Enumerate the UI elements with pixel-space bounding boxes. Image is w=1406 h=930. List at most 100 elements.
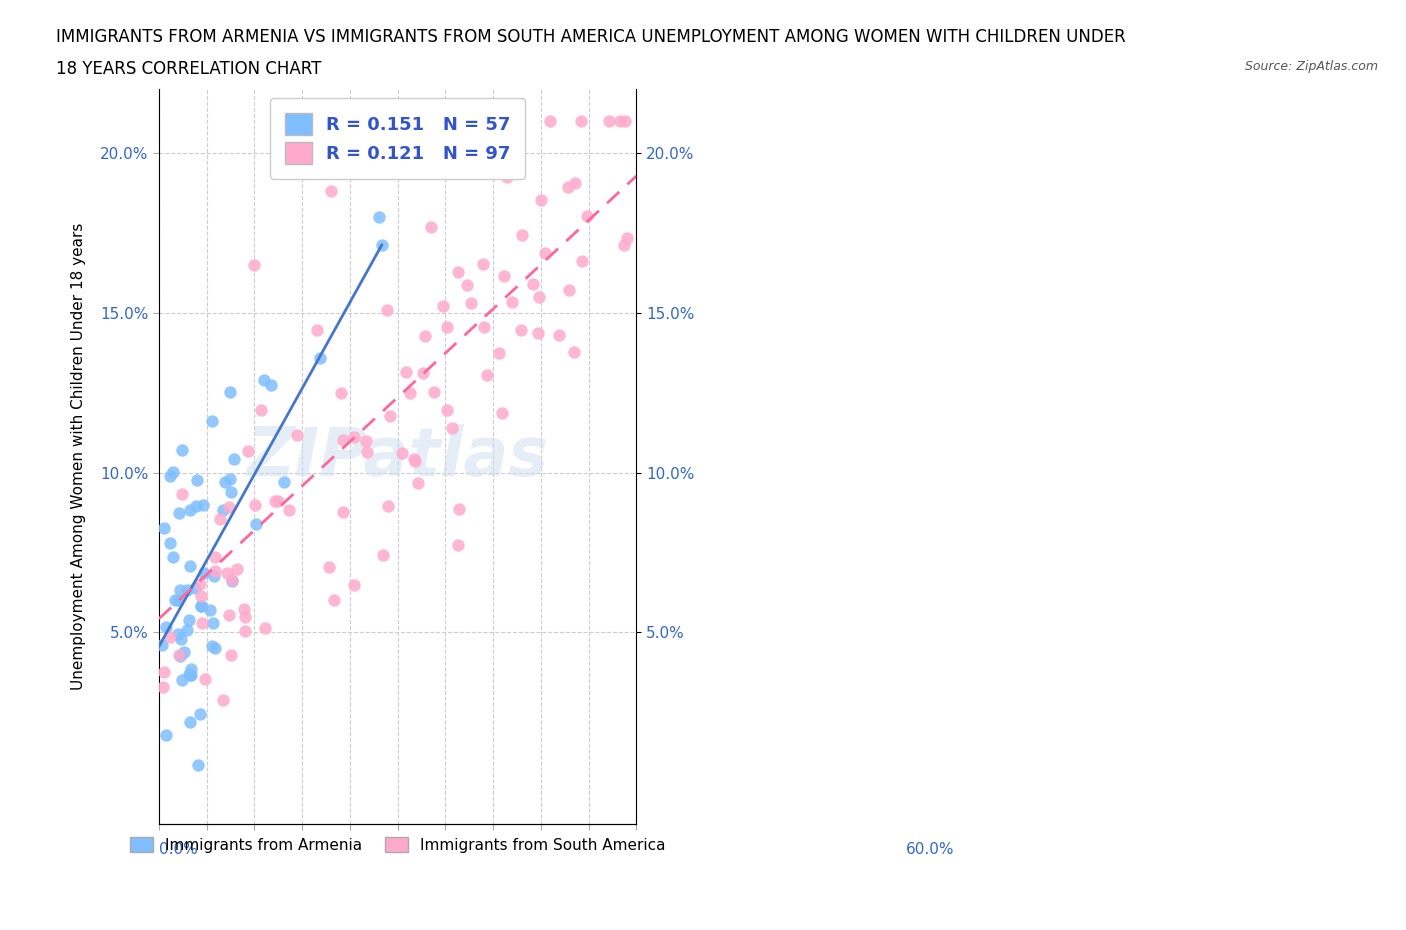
Point (212, 502, 235, 517)
Point (613, 238, 636, 253)
Text: Source: ZipAtlas.com: Source: ZipAtlas.com (1244, 60, 1378, 73)
Text: 0.0%: 0.0% (159, 843, 198, 857)
Point (472, 319, 495, 334)
Point (215, 565, 238, 580)
Point (307, 323, 329, 338)
Point (501, 294, 523, 309)
Point (378, 409, 401, 424)
Point (232, 601, 254, 616)
Point (319, 183, 342, 198)
Point (436, 403, 458, 418)
Point (167, 506, 190, 521)
Point (491, 405, 513, 420)
Point (460, 296, 482, 311)
Point (172, 672, 194, 687)
Point (330, 385, 353, 400)
Point (564, 175, 586, 190)
Point (613, 113, 636, 128)
Point (176, 622, 198, 637)
Text: IMMIGRANTS FROM ARMENIA VS IMMIGRANTS FROM SOUTH AMERICA UNEMPLOYMENT AMONG WOME: IMMIGRANTS FROM ARMENIA VS IMMIGRANTS FR… (56, 28, 1126, 46)
Point (436, 319, 458, 334)
Point (209, 512, 232, 526)
Point (204, 641, 226, 656)
Point (179, 559, 201, 574)
Point (180, 668, 202, 683)
Point (219, 472, 242, 486)
Point (395, 365, 418, 379)
Point (356, 434, 378, 449)
Point (190, 577, 212, 591)
Point (538, 113, 561, 128)
Point (202, 616, 225, 631)
Point (201, 638, 224, 653)
Point (163, 592, 186, 607)
Point (219, 647, 242, 662)
Point (343, 578, 366, 592)
Legend: Immigrants from Armenia, Immigrants from South America: Immigrants from Armenia, Immigrants from… (122, 829, 673, 860)
Point (447, 501, 470, 516)
Point (245, 516, 267, 531)
Point (267, 494, 290, 509)
Point (406, 475, 429, 490)
Point (159, 629, 181, 644)
Point (368, 209, 391, 224)
Point (332, 505, 354, 520)
Point (152, 680, 174, 695)
Point (159, 535, 181, 550)
Point (562, 344, 585, 359)
Point (150, 638, 173, 653)
Point (179, 668, 201, 683)
Point (225, 562, 247, 577)
Point (235, 609, 257, 624)
Point (159, 469, 181, 484)
Point (356, 445, 378, 459)
Point (186, 472, 208, 487)
Point (218, 500, 240, 515)
Point (180, 662, 202, 677)
Point (332, 432, 354, 447)
Point (221, 573, 243, 588)
Point (204, 563, 226, 578)
Point (475, 368, 498, 383)
Point (169, 631, 191, 646)
Point (318, 559, 340, 574)
Point (273, 474, 295, 489)
Point (447, 538, 470, 552)
Point (191, 616, 214, 631)
Point (413, 328, 436, 343)
Point (184, 498, 207, 513)
Point (162, 465, 184, 480)
Point (478, 147, 501, 162)
Text: 60.0%: 60.0% (907, 843, 955, 857)
Point (170, 486, 193, 501)
Point (496, 170, 519, 185)
Point (243, 258, 266, 272)
Point (177, 667, 200, 682)
Point (402, 451, 425, 466)
Point (254, 620, 277, 635)
Point (190, 598, 212, 613)
Point (377, 303, 399, 318)
Point (193, 565, 215, 580)
Point (155, 619, 177, 634)
Point (278, 503, 301, 518)
Point (218, 607, 240, 622)
Point (200, 603, 222, 618)
Y-axis label: Unemployment Among Women with Children Under 18 years: Unemployment Among Women with Children U… (72, 223, 86, 690)
Point (212, 693, 235, 708)
Point (172, 443, 194, 458)
Point (423, 385, 446, 400)
Point (194, 672, 217, 687)
Point (371, 547, 394, 562)
Point (412, 366, 434, 381)
Point (557, 179, 579, 194)
Point (153, 665, 176, 680)
Point (155, 727, 177, 742)
Point (371, 238, 394, 253)
Point (285, 428, 308, 443)
Point (166, 593, 188, 608)
Point (522, 277, 544, 292)
Point (571, 254, 593, 269)
Point (263, 494, 285, 509)
Point (471, 257, 494, 272)
